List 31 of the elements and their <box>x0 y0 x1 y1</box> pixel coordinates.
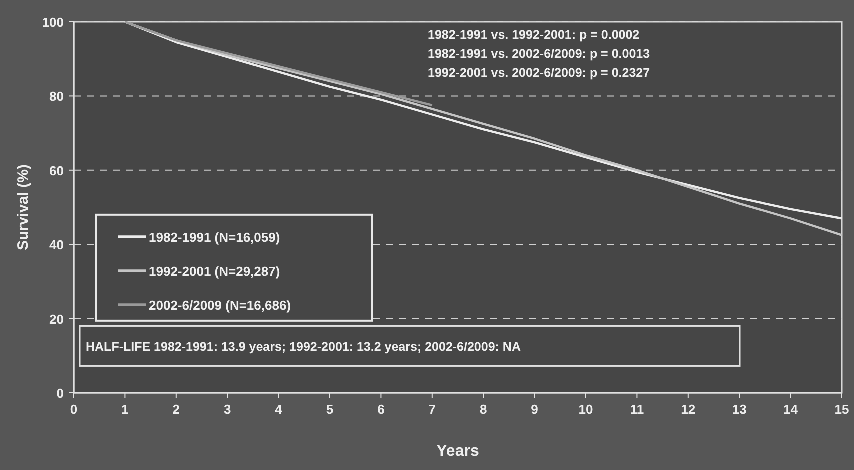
legend-label: 1982-1991 (N=16,059) <box>149 230 280 245</box>
x-tick-label: 4 <box>275 402 284 417</box>
x-tick-label: 14 <box>784 402 799 417</box>
x-axis-title: Years <box>436 443 480 460</box>
annotation: 1982-1991 vs. 2002-6/2009: p = 0.0013 <box>428 47 650 61</box>
y-axis-title: Survival (%) <box>15 164 32 250</box>
annotation: HALF-LIFE 1982-1991: 13.9 years; 1992-2001: 13.2 years; 2002-6/2009: NA <box>86 340 521 354</box>
y-tick-label: 60 <box>50 163 64 178</box>
x-tick-label: 15 <box>834 402 850 417</box>
y-tick-label: 80 <box>50 89 64 104</box>
x-tick-label: 11 <box>630 402 644 417</box>
y-tick-label: 0 <box>56 386 64 401</box>
x-tick-label: 13 <box>732 402 747 417</box>
annotation: 1992-2001 vs. 2002-6/2009: p = 0.2327 <box>428 66 650 80</box>
x-tick-label: 2 <box>172 402 180 417</box>
y-tick-label: 100 <box>42 15 64 30</box>
x-tick-label: 6 <box>378 402 385 417</box>
x-tick-label: 7 <box>428 402 436 417</box>
y-tick-label: 20 <box>50 312 64 327</box>
y-tick-label: 40 <box>50 238 64 253</box>
x-tick-label: 12 <box>681 402 696 417</box>
x-tick-label: 0 <box>70 402 78 417</box>
x-tick-label: 9 <box>531 402 538 417</box>
x-tick-label: 8 <box>480 402 488 417</box>
x-tick-label: 5 <box>326 402 334 417</box>
legend-label: 2002-6/2009 (N=16,686) <box>149 298 292 313</box>
x-tick-label: 10 <box>578 402 594 417</box>
x-tick-label: 1 <box>122 402 129 417</box>
legend-label: 1992-2001 (N=29,287) <box>149 264 280 279</box>
x-tick-label: 3 <box>224 402 232 417</box>
annotation: 1982-1991 vs. 1992-2001: p = 0.0002 <box>428 28 640 42</box>
